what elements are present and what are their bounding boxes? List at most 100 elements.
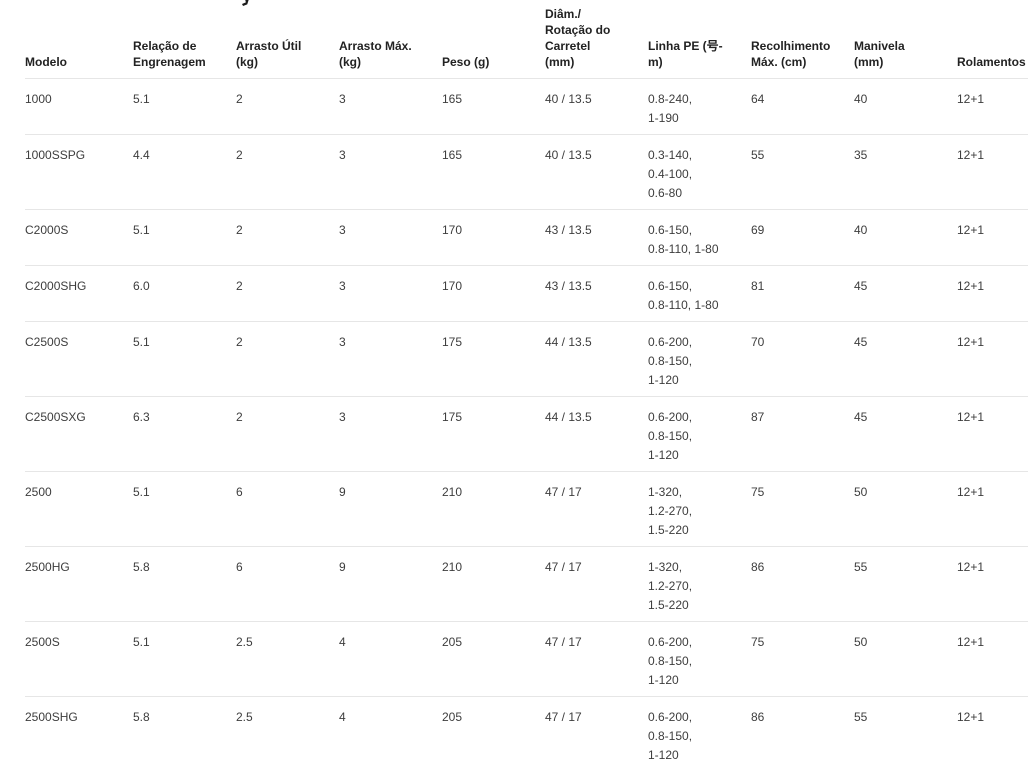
cell-drag_max: 3 [339, 222, 346, 237]
cell-handle: 50 [854, 484, 868, 499]
cell-retrieve: 81 [751, 278, 765, 293]
cell-model: 2500 [25, 484, 52, 499]
column-header-handle: Manivela (mm) [854, 38, 905, 69]
column-header-gear_ratio: Relação de Engrenagem [133, 38, 206, 69]
cell-pe_line: 0.6-200, 0.8-150, 1-120 [648, 334, 693, 387]
cell-bearings: 12+1 [957, 709, 985, 724]
cell-gear_ratio: 5.8 [133, 709, 150, 724]
column-header-weight: Peso (g) [442, 54, 490, 69]
cell-retrieve: 64 [751, 91, 765, 106]
cell-retrieve: 86 [751, 709, 765, 724]
cell-gear_ratio: 6.0 [133, 278, 150, 293]
cell-drag_util: 2 [236, 222, 243, 237]
cell-drag_max: 3 [339, 409, 346, 424]
cell-gear_ratio: 5.1 [133, 634, 150, 649]
cell-drag_max: 4 [339, 709, 346, 724]
cell-bearings: 12+1 [957, 91, 985, 106]
cell-drag_max: 4 [339, 634, 346, 649]
header-row: Modelo Relação de Engrenagem Arrasto Útil (k… [25, 0, 1028, 78]
cell-model: C2500SXG [25, 409, 86, 424]
cell-drag_max: 3 [339, 334, 346, 349]
cell-spool: 47 / 17 [545, 559, 582, 574]
cell-spool: 43 / 13.5 [545, 222, 592, 237]
cell-handle: 40 [854, 222, 868, 237]
cell-drag_max: 3 [339, 147, 346, 162]
cell-drag_util: 6 [236, 484, 243, 499]
table-row: 2500 5.1 6 9 210 47 / 17 1-320, 1.2-270, 1.5-220… [25, 471, 1028, 546]
cell-model: C2500S [25, 334, 69, 349]
cell-handle: 45 [854, 334, 868, 349]
cell-gear_ratio: 5.1 [133, 334, 150, 349]
cell-drag_max: 3 [339, 91, 346, 106]
table-row: 2500S 5.1 2.5 4 205 47 / 17 0.6-200, 0.8-150, 1-… [25, 621, 1028, 696]
cell-bearings: 12+1 [957, 484, 985, 499]
cell-pe_line: 0.6-200, 0.8-150, 1-120 [648, 634, 693, 687]
cell-weight: 165 [442, 147, 463, 162]
table-row: 2500SHG 5.8 2.5 4 205 47 / 17 0.6-200, 0.8-150,… [25, 696, 1028, 760]
cell-pe_line: 0.6-150, 0.8-110, 1-80 [648, 278, 719, 312]
cell-handle: 50 [854, 634, 868, 649]
table-row: 1000SSPG 4.4 2 3 165 40 / 13.5 0.3-140, 0.4-100… [25, 134, 1028, 209]
cell-drag_util: 2 [236, 147, 243, 162]
clipped-glyph-fragment [242, 0, 249, 6]
cell-drag_util: 2 [236, 91, 243, 106]
specs-table-container: Modelo Relação de Engrenagem Arrasto Útil (k… [25, 0, 1028, 760]
specs-table: Modelo Relação de Engrenagem Arrasto Útil (k… [25, 0, 1028, 760]
cell-gear_ratio: 5.8 [133, 559, 150, 574]
column-header-drag_max: Arrasto Máx. (kg) [339, 38, 412, 69]
cell-pe_line: 0.8-240, 1-190 [648, 91, 693, 125]
cell-bearings: 12+1 [957, 147, 985, 162]
cell-drag_util: 6 [236, 559, 243, 574]
cell-weight: 210 [442, 484, 463, 499]
cell-handle: 40 [854, 91, 868, 106]
cell-drag_max: 3 [339, 278, 346, 293]
cell-drag_util: 2 [236, 334, 243, 349]
cell-retrieve: 75 [751, 634, 765, 649]
cell-spool: 47 / 17 [545, 634, 582, 649]
cell-gear_ratio: 5.1 [133, 91, 150, 106]
cell-gear_ratio: 5.1 [133, 484, 150, 499]
cell-spool: 40 / 13.5 [545, 91, 592, 106]
cell-drag_max: 9 [339, 559, 346, 574]
table-row: 2500HG 5.8 6 9 210 47 / 17 1-320, 1.2-270, 1.5-2… [25, 546, 1028, 621]
cell-weight: 175 [442, 334, 463, 349]
column-header-retrieve: Recolhimento Máx. (cm) [751, 38, 831, 69]
cell-model: C2000SHG [25, 278, 87, 293]
cell-retrieve: 70 [751, 334, 765, 349]
cell-weight: 165 [442, 91, 463, 106]
cell-weight: 170 [442, 278, 463, 293]
cell-spool: 44 / 13.5 [545, 334, 592, 349]
table-row: 1000 5.1 2 3 165 40 / 13.5 0.8-240, 1-190 64 40 12… [25, 78, 1028, 134]
cell-gear_ratio: 5.1 [133, 222, 150, 237]
table-body: 1000 5.1 2 3 165 40 / 13.5 0.8-240, 1-190 64 40 12… [25, 78, 1028, 760]
cell-handle: 45 [854, 409, 868, 424]
column-header-model: Modelo [25, 54, 67, 69]
cell-retrieve: 75 [751, 484, 765, 499]
table-row: C2000S 5.1 2 3 170 43 / 13.5 0.6-150, 0.8-110, … [25, 209, 1028, 265]
cell-handle: 55 [854, 559, 868, 574]
cell-bearings: 12+1 [957, 278, 985, 293]
cell-retrieve: 86 [751, 559, 765, 574]
cell-handle: 35 [854, 147, 868, 162]
table-row: C2000SHG 6.0 2 3 170 43 / 13.5 0.6-150, 0.8-110… [25, 265, 1028, 321]
cell-pe_line: 0.6-200, 0.8-150, 1-120 [648, 709, 693, 760]
cell-weight: 170 [442, 222, 463, 237]
cell-model: 1000SSPG [25, 147, 86, 162]
cell-handle: 45 [854, 278, 868, 293]
cell-pe_line: 1-320, 1.2-270, 1.5-220 [648, 484, 693, 537]
cell-drag_max: 9 [339, 484, 346, 499]
column-header-spool: Diâm./Rotação do Carretel (mm) [545, 6, 611, 69]
cell-pe_line: 1-320, 1.2-270, 1.5-220 [648, 559, 693, 612]
cell-model: C2000S [25, 222, 69, 237]
cell-bearings: 12+1 [957, 334, 985, 349]
cell-retrieve: 87 [751, 409, 765, 424]
cell-retrieve: 69 [751, 222, 765, 237]
cell-drag_util: 2.5 [236, 634, 253, 649]
column-header-drag_util: Arrasto Útil (kg) [236, 38, 302, 69]
cell-bearings: 12+1 [957, 222, 985, 237]
cell-model: 2500S [25, 634, 60, 649]
cell-spool: 43 / 13.5 [545, 278, 592, 293]
cell-drag_util: 2 [236, 278, 243, 293]
cell-pe_line: 0.3-140, 0.4-100, 0.6-80 [648, 147, 693, 200]
cell-model: 2500HG [25, 559, 70, 574]
